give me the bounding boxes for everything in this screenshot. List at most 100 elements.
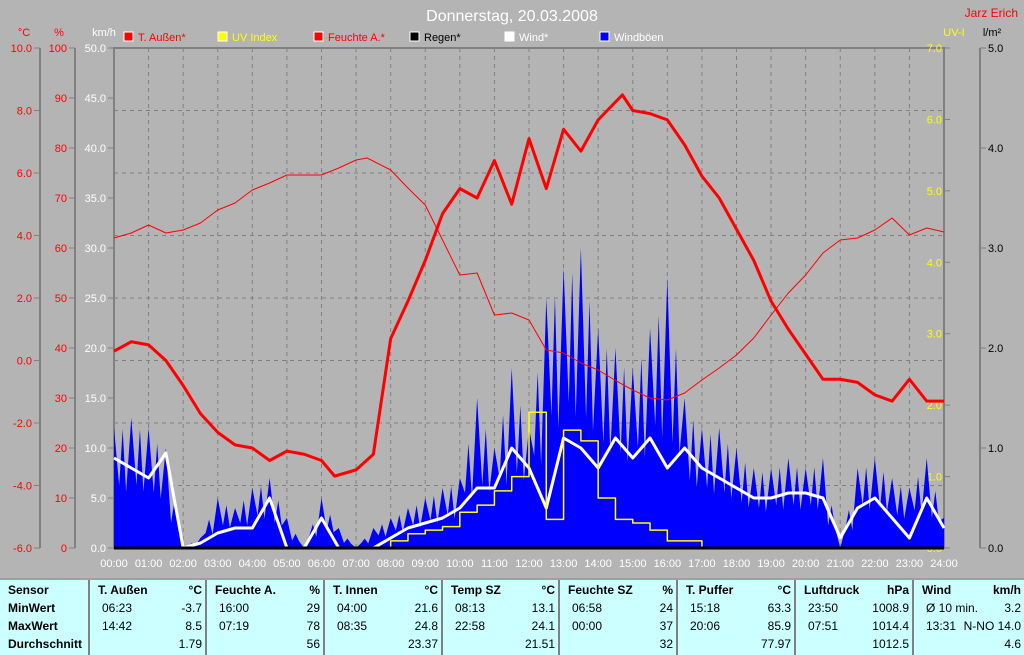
min-time: 04:00 bbox=[337, 601, 368, 615]
axis-tick-label-rain: 3.0 bbox=[988, 243, 1003, 255]
column-unit: hPa bbox=[886, 583, 909, 597]
x-tick-label: 21:00 bbox=[826, 558, 854, 570]
column-unit: °C bbox=[541, 583, 555, 597]
axis-tick-label-temp: 8.0 bbox=[17, 106, 32, 118]
max-value: 78 bbox=[306, 619, 320, 633]
x-tick-label: 03:00 bbox=[204, 558, 232, 570]
x-tick-label: 10:00 bbox=[446, 558, 474, 570]
axis-tick-label-hum: 60 bbox=[55, 243, 67, 255]
axis-tick-label-uv: 6.0 bbox=[927, 114, 942, 126]
axis-tick-label-temp: -4.0 bbox=[13, 481, 32, 493]
avg-value: 1012.5 bbox=[872, 637, 909, 651]
axis-tick-label-temp: -2.0 bbox=[13, 418, 32, 430]
column-wind: Wind km/h Ø 10 min. 3.2 13:31 N-NO 14.0 4.6 bbox=[912, 580, 1024, 655]
sensor-column: Sensor MinWert MaxWert Durchschnitt bbox=[0, 580, 88, 655]
min-value: 13.1 bbox=[531, 601, 555, 615]
avg-value: 21.51 bbox=[524, 637, 555, 651]
sensor-header: Sensor bbox=[8, 583, 49, 597]
axis-tick-label-hum: 20 bbox=[55, 443, 67, 455]
axis-unit-uv: UV-I bbox=[943, 27, 964, 39]
max-value: N-NO 14.0 bbox=[963, 619, 1021, 633]
x-tick-label: 07:00 bbox=[342, 558, 370, 570]
axis-tick-label-uv: 4.0 bbox=[927, 257, 942, 269]
max-value: 24.8 bbox=[414, 619, 438, 633]
column-t-puffer: T. Puffer °C 15:18 63.3 20:06 85.9 77.97 bbox=[676, 580, 794, 655]
axis-tick-label-kmh: 30.0 bbox=[85, 243, 106, 255]
statistics-table: Sensor MinWert MaxWert Durchschnitt T. A… bbox=[0, 578, 1024, 655]
legend-swatch bbox=[504, 31, 515, 42]
column-title: T. Außen bbox=[98, 583, 148, 597]
column-feuchte-sz: Feuchte SZ% 06:58 24 00:00 37 32 bbox=[558, 580, 676, 655]
axis-tick-label-kmh: 10.0 bbox=[85, 443, 106, 455]
column-title: Temp SZ bbox=[451, 583, 501, 597]
column-title: T. Puffer bbox=[686, 583, 734, 597]
min-value: 21.6 bbox=[414, 601, 438, 615]
axis-tick-label-temp: 6.0 bbox=[17, 168, 32, 180]
axis-tick-label-kmh: 25.0 bbox=[85, 293, 106, 305]
column-unit: % bbox=[662, 583, 673, 597]
x-tick-label: 23:00 bbox=[896, 558, 924, 570]
x-tick-label: 02:00 bbox=[169, 558, 197, 570]
x-tick-label: 14:00 bbox=[584, 558, 612, 570]
legend-label: Wind* bbox=[519, 32, 549, 44]
axis-unit-kmh: km/h bbox=[92, 27, 116, 39]
axis-tick-label-temp: 4.0 bbox=[17, 231, 32, 243]
legend-swatch bbox=[409, 31, 420, 42]
axis-tick-label-kmh: 40.0 bbox=[85, 143, 106, 155]
legend-label: Feuchte A.* bbox=[328, 32, 386, 44]
column-unit: °C bbox=[424, 583, 438, 597]
max-time: 20:06 bbox=[690, 619, 721, 633]
axis-unit-rain: l/m² bbox=[983, 27, 1002, 39]
min-label: MinWert bbox=[8, 601, 56, 615]
axis-tick-label-hum: 40 bbox=[55, 343, 67, 355]
x-tick-label: 11:00 bbox=[481, 558, 508, 570]
chart-title: Donnerstag, 20.03.2008 bbox=[426, 8, 598, 25]
series-t-au-en bbox=[113, 93, 944, 478]
axis-tick-label-hum: 30 bbox=[55, 393, 67, 405]
axis-tick-label-hum: 90 bbox=[55, 93, 67, 105]
legend-swatch bbox=[217, 31, 228, 42]
x-tick-label: 24:00 bbox=[930, 558, 958, 570]
x-tick-label: 16:00 bbox=[654, 558, 682, 570]
axis-tick-label-kmh: 15.0 bbox=[85, 393, 106, 405]
max-time: 08:35 bbox=[337, 619, 368, 633]
column-title: T. Innen bbox=[333, 583, 378, 597]
x-tick-label: 09:00 bbox=[411, 558, 439, 570]
legend-label: T. Außen* bbox=[138, 32, 186, 44]
weather-chart: Donnerstag, 20.03.2008 Jarz Erich 00:00 01:… bbox=[11, 6, 1018, 570]
avg-value: 56 bbox=[306, 637, 320, 651]
avg-label: Durchschnitt bbox=[8, 637, 83, 651]
avg-value: 23.37 bbox=[407, 637, 438, 651]
axis-tick-label-hum: 0 bbox=[61, 543, 67, 555]
avg-value: 77.97 bbox=[760, 637, 791, 651]
max-time: 22:58 bbox=[455, 619, 486, 633]
column-title: Luftdruck bbox=[804, 583, 860, 597]
legend-label: UV Index bbox=[232, 32, 278, 44]
min-value: 63.3 bbox=[767, 601, 791, 615]
max-value: 85.9 bbox=[767, 619, 791, 633]
x-tick-label: 06:00 bbox=[308, 558, 336, 570]
x-tick-label: 00:00 bbox=[100, 558, 128, 570]
x-tick-label: 12:00 bbox=[515, 558, 543, 570]
axis-tick-label-hum: 50 bbox=[55, 293, 67, 305]
min-value: 29 bbox=[306, 601, 320, 615]
x-tick-label: 13:00 bbox=[550, 558, 578, 570]
axis-tick-label-kmh: 50.0 bbox=[85, 43, 106, 55]
x-tick-label: 01:00 bbox=[135, 558, 163, 570]
axis-tick-label-kmh: 20.0 bbox=[85, 343, 106, 355]
axis-unit-temp: °C bbox=[18, 27, 30, 39]
min-time: 23:50 bbox=[808, 601, 839, 615]
column-title: Feuchte A. bbox=[215, 583, 276, 597]
axis-unit-hum: % bbox=[54, 27, 64, 39]
x-tick-label: 08:00 bbox=[377, 558, 405, 570]
min-time: 08:13 bbox=[455, 601, 486, 615]
axis-tick-label-uv: 3.0 bbox=[927, 329, 942, 341]
column-t-innen: T. Innen °C 04:00 21.6 08:35 24.8 23.37 bbox=[323, 580, 441, 655]
column-unit: °C bbox=[777, 583, 791, 597]
axis-tick-label-rain: 0.0 bbox=[988, 543, 1003, 555]
max-value: 37 bbox=[659, 619, 673, 633]
axis-tick-label-temp: -6.0 bbox=[13, 543, 32, 555]
axis-tick-label-kmh: 35.0 bbox=[85, 193, 106, 205]
x-tick-label: 18:00 bbox=[723, 558, 751, 570]
axis-tick-label-kmh: 0.0 bbox=[91, 543, 106, 555]
